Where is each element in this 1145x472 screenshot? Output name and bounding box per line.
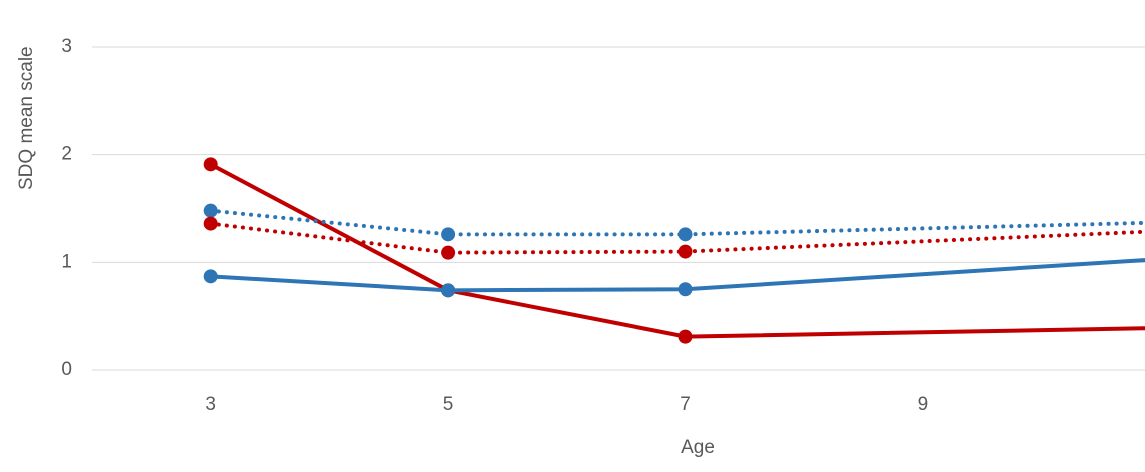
series-line [210, 258, 1145, 293]
data-point [678, 244, 693, 259]
y-tick-label: 3 [61, 36, 72, 57]
series-line [208, 208, 1145, 237]
y-axis-label: SDQ mean scale [16, 46, 37, 190]
data-point [678, 282, 693, 297]
x-tick-label: 9 [918, 394, 929, 415]
x-tick-label: 7 [680, 394, 691, 415]
data-point [678, 227, 693, 242]
x-tick-label: 3 [205, 394, 216, 415]
x-tick-label: 5 [443, 394, 454, 415]
data-point [203, 157, 218, 172]
data-point [441, 283, 456, 298]
series-line [209, 162, 1145, 339]
y-tick-label: 1 [61, 251, 72, 272]
data-point [203, 269, 218, 284]
data-point [678, 329, 693, 344]
series-line [208, 221, 1145, 255]
x-axis-label: Age [681, 437, 715, 458]
y-tick-label: 2 [61, 144, 72, 165]
data-point [203, 216, 218, 231]
y-tick-label: 0 [61, 359, 72, 380]
data-point [441, 227, 456, 242]
data-point [203, 203, 218, 218]
data-point [441, 245, 456, 260]
